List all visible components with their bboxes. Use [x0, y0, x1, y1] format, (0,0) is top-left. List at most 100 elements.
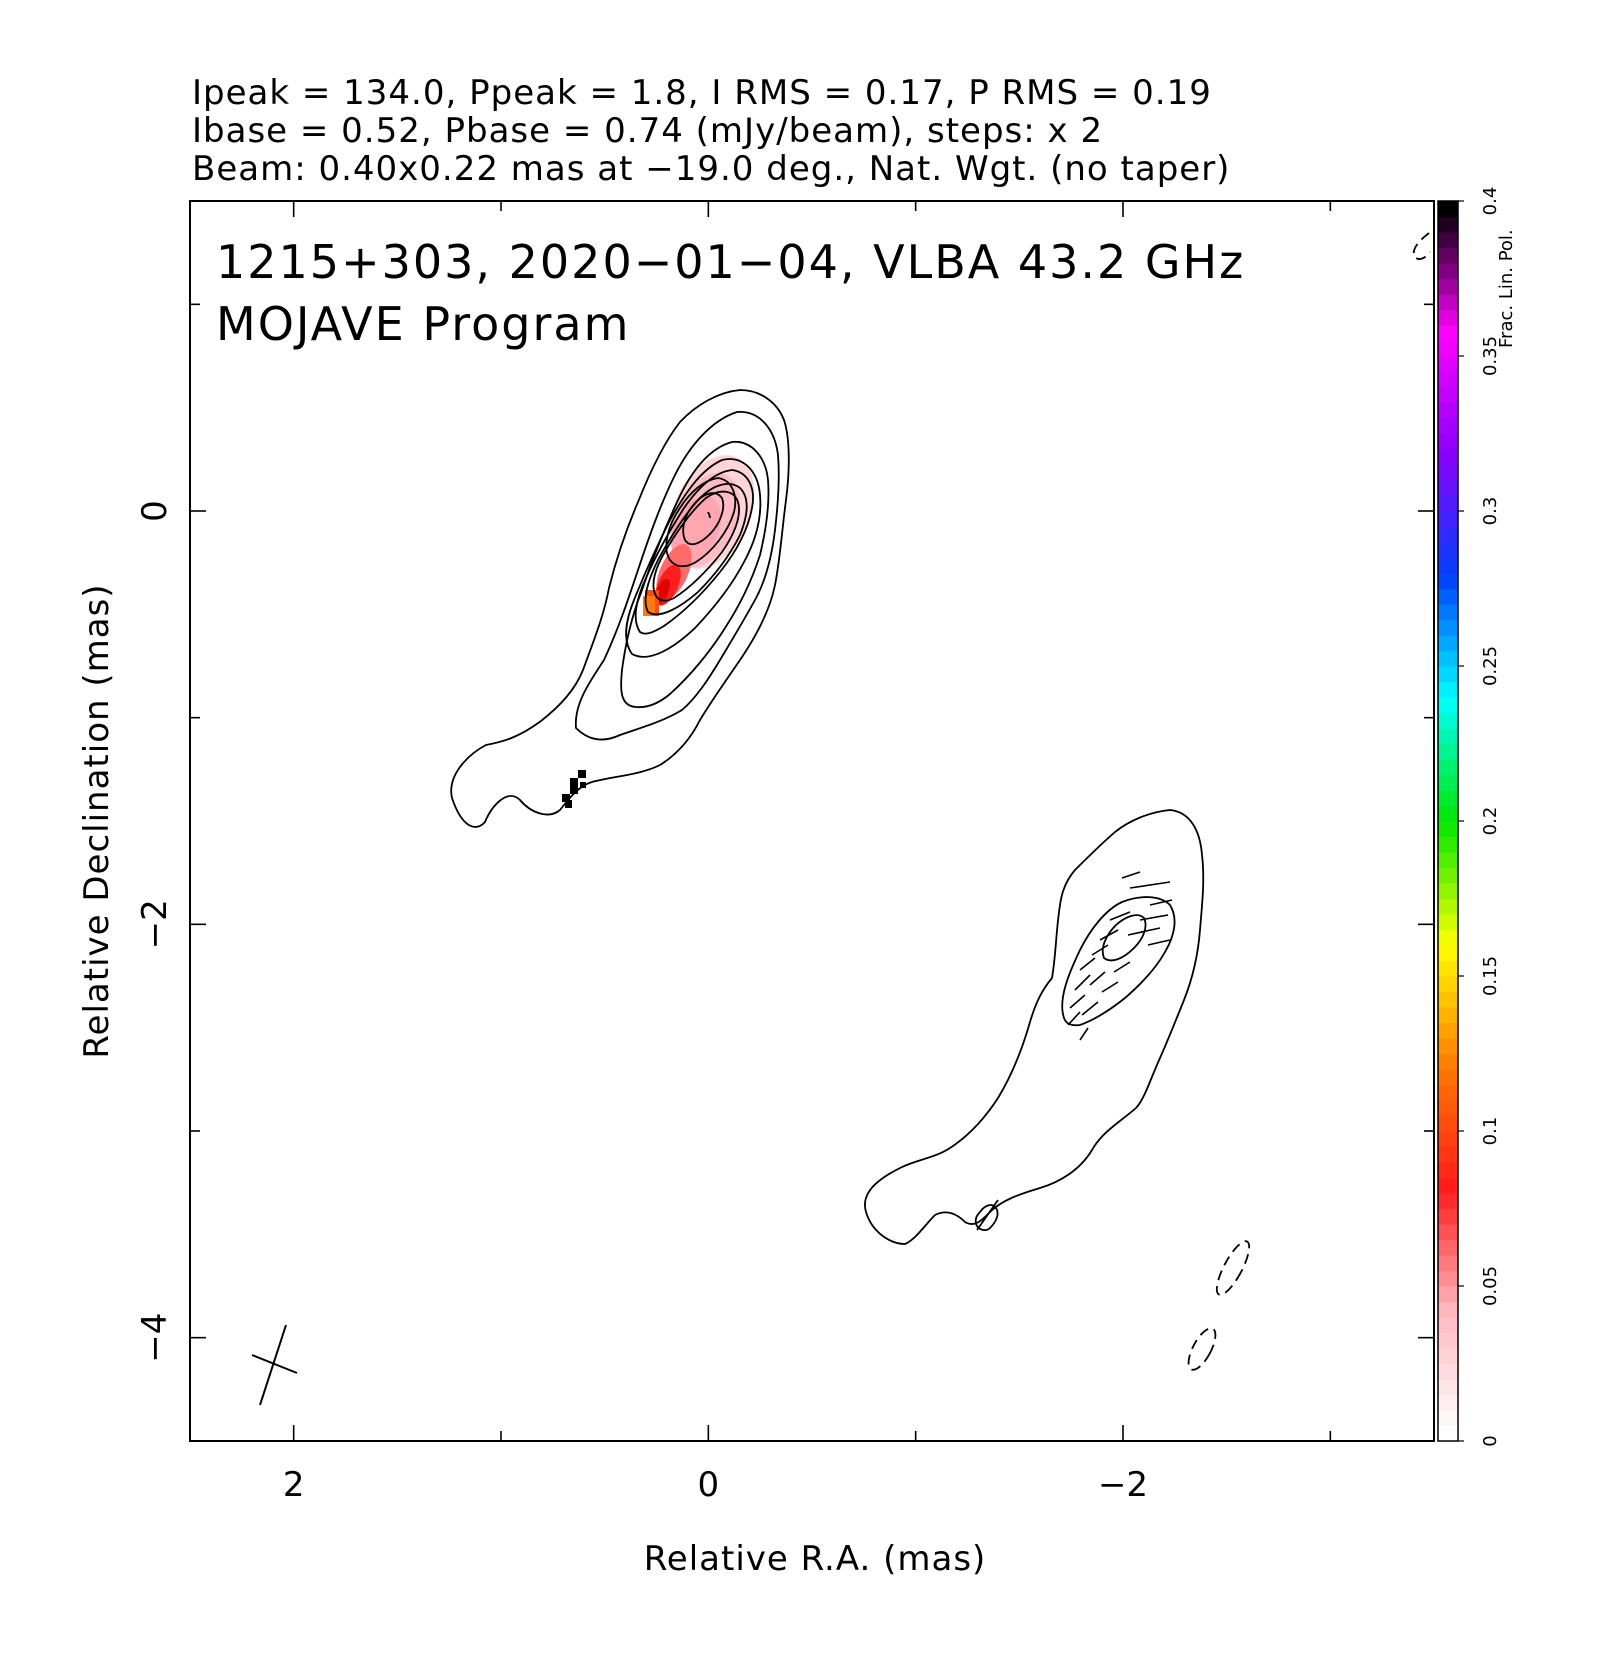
pol-core-map	[643, 455, 755, 616]
colorbar-cell	[1438, 480, 1458, 497]
colorbar-cell	[1438, 356, 1458, 373]
colorbar-cell	[1438, 263, 1458, 280]
colorbar-cell	[1438, 449, 1458, 466]
colorbar-cell	[1438, 883, 1458, 900]
colorbar-cell	[1438, 728, 1458, 745]
colorbar-cell	[1438, 650, 1458, 667]
colorbar-cell	[1438, 1084, 1458, 1101]
evpa-ticks	[1067, 871, 1173, 1041]
colorbar-cell	[1438, 790, 1458, 807]
beam-marker	[251, 1324, 298, 1406]
colorbar-cell	[1438, 542, 1458, 559]
y-axis-label: Relative Declination (mas)	[77, 583, 117, 1058]
colorbar-cell	[1438, 418, 1458, 435]
pol-knot-map	[562, 770, 586, 808]
colorbar-cell	[1438, 1348, 1458, 1365]
colorbar-cell	[1438, 666, 1458, 683]
colorbar-cell	[1438, 511, 1458, 528]
colorbar-cell	[1438, 201, 1458, 218]
colorbar-cell	[1438, 495, 1458, 512]
colorbar-cell	[1438, 852, 1458, 869]
colorbar-cell	[1438, 1394, 1458, 1411]
colorbar-tick-label: 0.15	[1480, 956, 1501, 996]
negative-contours	[1187, 232, 1431, 1371]
colorbar-cell	[1438, 371, 1458, 388]
colorbar-cell	[1438, 1007, 1458, 1024]
colorbar-cell	[1438, 867, 1458, 884]
colorbar-cell	[1438, 1286, 1458, 1303]
colorbar-tick-label: 0.25	[1480, 646, 1501, 686]
colorbar-gradient	[1438, 201, 1458, 1442]
colorbar-cell	[1438, 1022, 1458, 1039]
colorbar-cell	[1438, 557, 1458, 574]
colorbar-cell	[1438, 898, 1458, 915]
colorbar-cell	[1438, 681, 1458, 698]
colorbar-cell	[1438, 1131, 1458, 1148]
colorbar-cell	[1438, 1193, 1458, 1210]
colorbar-cell	[1438, 1208, 1458, 1225]
colorbar-cell	[1438, 294, 1458, 311]
x-tick-label: 0	[698, 1465, 720, 1505]
colorbar-cell	[1438, 278, 1458, 295]
plot-title-line-2: MOJAVE Program	[216, 297, 630, 351]
colorbar-label: Frac. Lin. Pol.	[1496, 229, 1517, 348]
colorbar-cell	[1438, 759, 1458, 776]
colorbar-cell	[1438, 712, 1458, 729]
colorbar-cell	[1438, 1270, 1458, 1287]
colorbar: 0 0.05 0.1 0.15 0.2 0.25 0.3 0.35 0.4 Frac. Lin.…	[1437, 187, 1517, 1447]
colorbar-cell	[1438, 697, 1458, 714]
colorbar-cell	[1438, 619, 1458, 636]
colorbar-cell	[1438, 976, 1458, 993]
colorbar-cell	[1438, 1069, 1458, 1086]
colorbar-cell	[1438, 232, 1458, 249]
colorbar-cell	[1438, 1224, 1458, 1241]
colorbar-cell	[1438, 929, 1458, 946]
y-tick-label: −4	[135, 1313, 175, 1363]
colorbar-cell	[1438, 774, 1458, 791]
colorbar-cell	[1438, 526, 1458, 543]
axes-ticks: 2 0 −2 0 −2 −4	[135, 201, 1434, 1505]
colorbar-cell	[1438, 1053, 1458, 1070]
header-line-2: Ibase = 0.52, Pbase = 0.74 (mJy/beam), s…	[192, 111, 1103, 151]
colorbar-cell	[1438, 1038, 1458, 1055]
colorbar-cell	[1438, 573, 1458, 590]
colorbar-cell	[1438, 433, 1458, 450]
plot-frame	[189, 200, 1435, 1442]
colorbar-cell	[1438, 588, 1458, 605]
colorbar-cell	[1438, 325, 1458, 342]
colorbar-cell	[1438, 340, 1458, 357]
colorbar-cell	[1438, 991, 1458, 1008]
colorbar-cell	[1438, 821, 1458, 838]
colorbar-cell	[1438, 1317, 1458, 1334]
colorbar-cell	[1438, 1162, 1458, 1179]
colorbar-cell	[1438, 1146, 1458, 1163]
colorbar-cell	[1438, 309, 1458, 326]
colorbar-cell	[1438, 805, 1458, 822]
contours-stokes-i	[450, 389, 790, 828]
y-tick-label: −2	[135, 899, 175, 949]
colorbar-cell	[1438, 247, 1458, 264]
contours-lower-component	[864, 809, 1205, 1245]
colorbar-cell	[1438, 604, 1458, 621]
y-tick-label: 0	[135, 500, 175, 522]
colorbar-tick-label: 0.2	[1480, 807, 1501, 836]
header-line-1: Ipeak = 134.0, Ppeak = 1.8, I RMS = 0.17…	[192, 73, 1212, 113]
colorbar-cell	[1438, 1363, 1458, 1380]
colorbar-cell	[1438, 960, 1458, 977]
colorbar-cell	[1438, 836, 1458, 853]
colorbar-cell	[1438, 1115, 1458, 1132]
colorbar-cell	[1438, 1379, 1458, 1396]
header-line-3: Beam: 0.40x0.22 mas at −19.0 deg., Nat. …	[192, 149, 1230, 189]
colorbar-ticks: 0 0.05 0.1 0.15 0.2 0.25 0.3 0.35 0.4	[1458, 187, 1501, 1447]
colorbar-cell	[1438, 216, 1458, 233]
colorbar-cell	[1438, 464, 1458, 481]
colorbar-cell	[1438, 635, 1458, 652]
colorbar-cell	[1438, 1332, 1458, 1349]
colorbar-cell	[1438, 743, 1458, 760]
colorbar-cell	[1438, 402, 1458, 419]
x-axis-label: Relative R.A. (mas)	[644, 1539, 987, 1579]
colorbar-tick-label: 0.4	[1480, 187, 1501, 216]
x-tick-label: −2	[1098, 1465, 1148, 1505]
plot-title-line-1: 1215+303, 2020−01−04, VLBA 43.2 GHz	[216, 235, 1245, 289]
